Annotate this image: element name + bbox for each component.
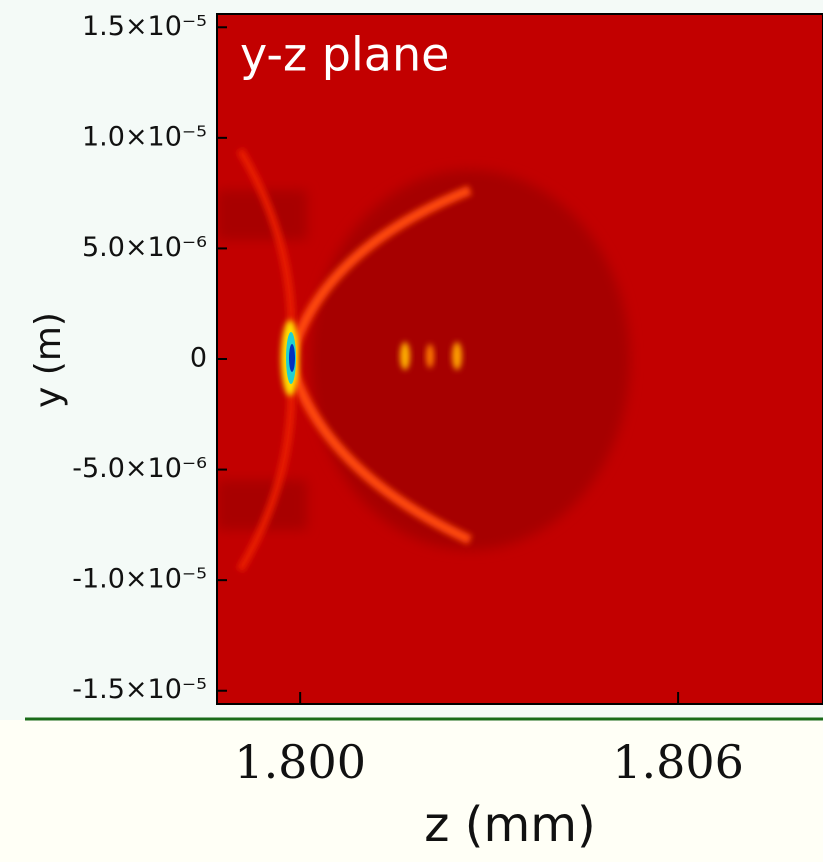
y-tick-label: 0 bbox=[190, 343, 207, 374]
y-tick-label: 5.0×10⁻⁶ bbox=[82, 232, 207, 263]
y-tick-label: 1.0×10⁻⁵ bbox=[82, 121, 207, 152]
x-tick-label: 1.800 bbox=[234, 735, 366, 789]
y-tick-label: -1.5×10⁻⁵ bbox=[72, 674, 207, 705]
y-tick-label: -5.0×10⁻⁶ bbox=[72, 453, 207, 484]
chart-title: y-z plane bbox=[240, 28, 449, 82]
x-axis-label: z (mm) bbox=[424, 797, 595, 853]
y-axis-label: y (m) bbox=[28, 312, 69, 408]
y-tick-label: -1.0×10⁻⁵ bbox=[72, 564, 207, 595]
x-tick-label: 1.806 bbox=[612, 735, 744, 789]
heatmap bbox=[217, 14, 823, 704]
y-tick-label: 1.5×10⁻⁵ bbox=[82, 11, 207, 42]
background bbox=[0, 720, 823, 862]
